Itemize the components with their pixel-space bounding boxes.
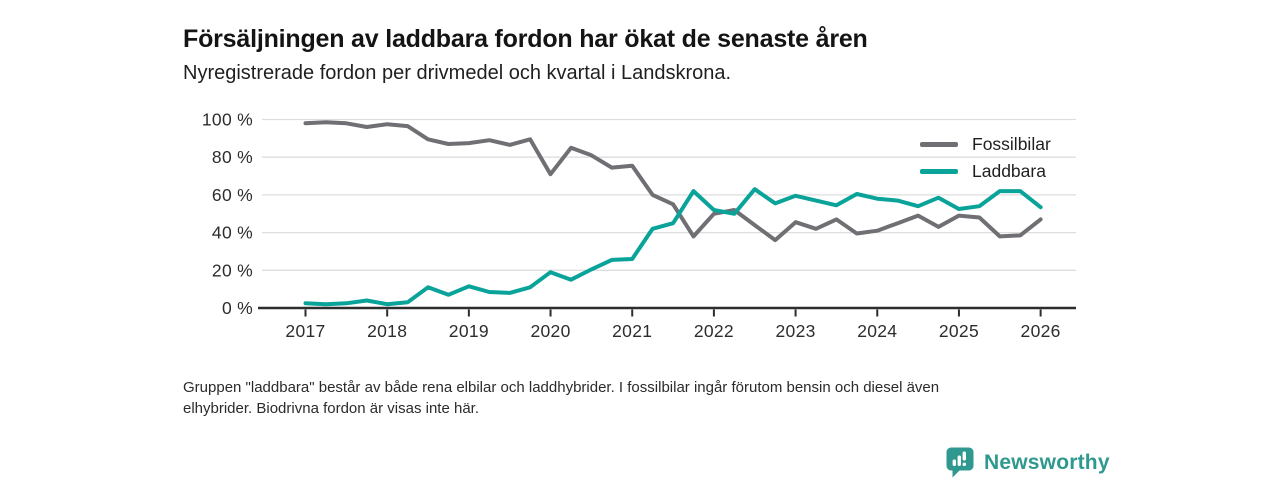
x-axis-label: 2019 [449,321,489,341]
y-axis-label: 100 % [202,110,253,130]
x-axis-label: 2024 [857,321,897,341]
y-axis-label: 80 % [212,147,253,167]
x-axis-label: 2021 [612,321,652,341]
x-axis-label: 2023 [776,321,816,341]
newsworthy-logo-text: Newsworthy [984,450,1110,474]
y-axis-label: 20 % [212,260,253,280]
x-axis-label: 2018 [367,321,407,341]
bar-chart-badge-icon [946,447,974,478]
page-title: Försäljningen av laddbara fordon har öka… [183,24,868,53]
series-line-laddbara [303,187,1043,307]
footer-note-line1: Gruppen "laddbara" består av både rena e… [183,379,940,396]
series-line-fossilbilar [303,120,1043,243]
legend-swatch-laddbara [920,169,958,174]
page-subtitle: Nyregistrerade fordon per drivmedel och … [183,62,732,84]
footer-note: Gruppen "laddbara" består av både rena e… [183,377,1083,419]
footer-note-line2: elhybrider. Biodrivna fordon är visas in… [183,400,479,417]
legend-label-fossilbilar: Fossilbilar [972,134,1051,154]
y-axis-label: 40 % [212,223,253,243]
y-axis-label: 0 % [222,298,253,318]
x-axis-label: 2017 [285,321,325,341]
legend-item-fossilbilar: Fossilbilar [920,134,1051,155]
x-axis-label: 2025 [939,321,979,341]
legend-item-laddbara: Laddbara [920,161,1046,182]
x-axis-label: 2020 [530,321,570,341]
x-axis-label: 2022 [694,321,734,341]
x-axis-label: 2026 [1021,321,1061,341]
legend-label-laddbara: Laddbara [972,161,1046,181]
legend-swatch-fossilbilar [920,142,958,147]
newsworthy-logo: Newsworthy [946,447,1110,478]
y-axis-label: 60 % [212,185,253,205]
